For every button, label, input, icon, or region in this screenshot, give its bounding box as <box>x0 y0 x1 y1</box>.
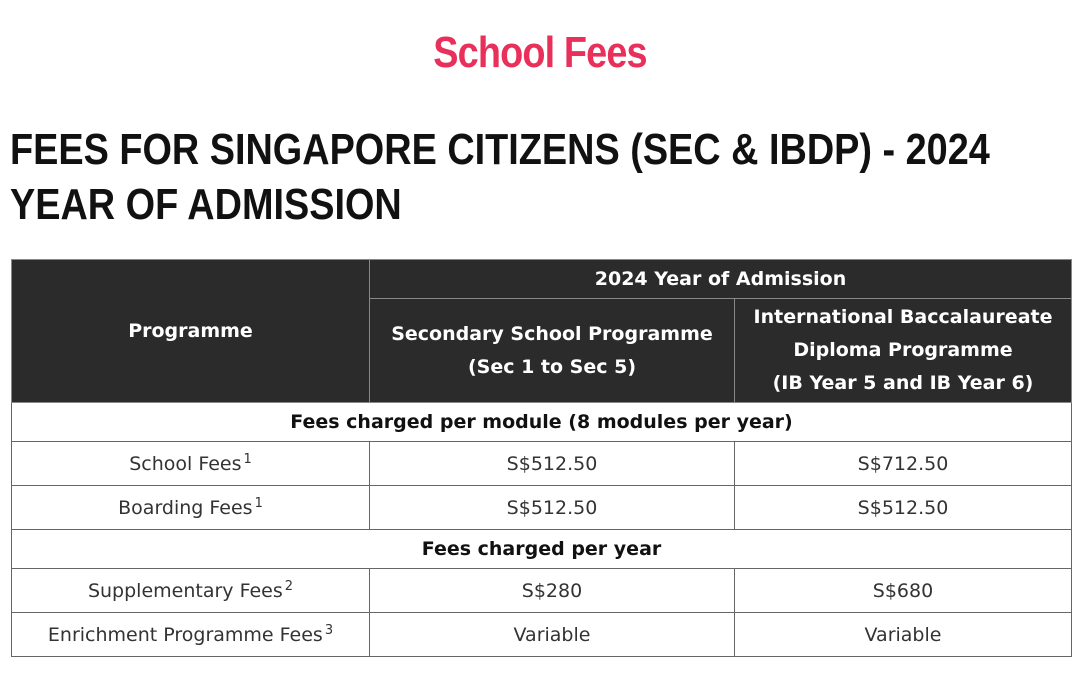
section-title: Fees charged per year <box>11 529 1072 569</box>
footnote-marker: 1 <box>254 496 263 511</box>
secondary-fee-cell: S$280 <box>369 568 735 613</box>
footnote-marker: 2 <box>284 579 294 594</box>
fee-label: Enrichment Programme Fees <box>47 624 323 646</box>
table-header-row: Secondary School Programme (Sec 1 to Sec… <box>12 298 1072 403</box>
ib-programme-range: (IB Year 5 and IB Year 6) <box>772 372 1034 394</box>
ib-programme-title: International Baccalaureate <box>753 306 1053 328</box>
section-row: Fees charged per year <box>11 529 1072 569</box>
table-header-row: Programme 2024 Year of Admission <box>11 259 1072 403</box>
fee-label: Boarding Fees <box>118 497 253 519</box>
ib-programme-subtitle: Diploma Programme <box>793 339 1013 361</box>
secondary-programme-header: Secondary School Programme (Sec 1 to Sec… <box>369 298 735 403</box>
ib-fee-cell: S$512.50 <box>734 485 1072 530</box>
footnote-marker: 1 <box>243 452 252 467</box>
fee-label: School Fees <box>129 453 242 475</box>
fee-label-cell: Enrichment Programme Fees 3 <box>11 612 370 657</box>
section-heading: FEES FOR SINGAPORE CITIZENS (SEC & IBDP)… <box>10 125 990 229</box>
fee-label-cell: Boarding Fees 1 <box>11 485 370 530</box>
programme-header: Programme <box>11 259 370 403</box>
table-row: Enrichment Programme Fees 3 Variable Vari… <box>11 612 1072 657</box>
ib-programme-header: International Baccalaureate Diploma Prog… <box>734 298 1072 403</box>
secondary-fee-cell: S$512.50 <box>369 485 735 530</box>
secondary-programme-range: (Sec 1 to Sec 5) <box>467 355 637 378</box>
secondary-fee-cell: Variable <box>369 612 735 657</box>
page-title: School Fees <box>433 28 647 77</box>
ib-fee-cell: S$680 <box>734 568 1072 613</box>
table-row: School Fees 1 S$512.50 S$712.50 <box>11 441 1072 486</box>
fees-table: Programme 2024 Year of Admission Seconda… <box>11 259 1072 657</box>
section-title: Fees charged per module (8 modules per y… <box>11 402 1072 442</box>
secondary-fee-cell: S$512.50 <box>369 441 735 486</box>
ib-fee-cell: Variable <box>734 612 1072 657</box>
secondary-programme-title: Secondary School Programme <box>391 322 713 345</box>
fee-label: Supplementary Fees <box>87 580 283 602</box>
admission-year-header: 2024 Year of Admission <box>369 259 1072 299</box>
table-row: Supplementary Fees 2 S$280 S$680 <box>11 568 1072 613</box>
fee-label-cell: School Fees 1 <box>11 441 370 486</box>
fee-label-cell: Supplementary Fees 2 <box>11 568 370 613</box>
ib-fee-cell: S$712.50 <box>734 441 1072 486</box>
footnote-marker: 3 <box>324 623 334 638</box>
table-row: Boarding Fees 1 S$512.50 S$512.50 <box>11 485 1072 530</box>
section-row: Fees charged per module (8 modules per y… <box>11 402 1072 442</box>
